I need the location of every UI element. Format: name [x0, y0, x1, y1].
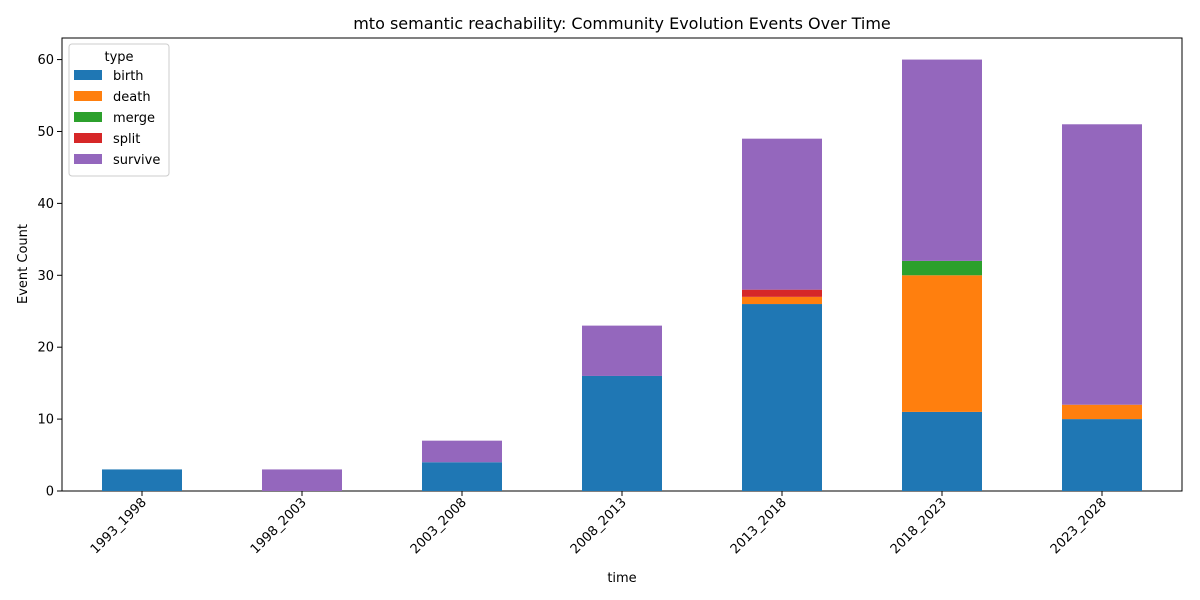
x-tick-label-2008_2013: 2008_2013: [568, 495, 630, 557]
x-tick-label-2003_2008: 2003_2008: [408, 495, 470, 557]
bars-group: [102, 59, 1142, 491]
chart-title: mto semantic reachability: Community Evo…: [353, 14, 891, 33]
x-tick-label-1998_2003: 1998_2003: [248, 495, 310, 557]
bar-death-2013_2018: [742, 296, 822, 305]
legend-label-survive: survive: [113, 153, 160, 168]
x-tick-label-2023_2028: 2023_2028: [1048, 495, 1110, 557]
bar-birth-2008_2013: [582, 375, 662, 491]
legend-swatch-survive: [74, 154, 102, 164]
x-tick-label-1993_1998: 1993_1998: [88, 495, 150, 557]
y-tick-label-20: 20: [37, 341, 54, 356]
legend: type birth death merge split survive: [68, 43, 170, 177]
bar-survive-1998_2003: [262, 469, 342, 491]
legend-label-death: death: [113, 90, 151, 105]
bar-survive-2008_2013: [582, 325, 662, 376]
bar-survive-2003_2008: [422, 440, 502, 463]
bar-split-2013_2018: [742, 289, 822, 297]
legend-title: type: [104, 50, 133, 65]
y-tick-label-0: 0: [46, 485, 54, 500]
bar-death-2023_2028: [1062, 404, 1142, 420]
legend-swatch-split: [74, 133, 102, 143]
y-axis: 0 10 20 30 40 50 60: [37, 53, 62, 500]
bar-birth-2003_2008: [422, 462, 502, 491]
legend-swatch-merge: [74, 112, 102, 122]
y-axis-label: Event Count: [16, 224, 31, 304]
legend-label-split: split: [113, 132, 140, 147]
y-tick-label-30: 30: [37, 269, 54, 284]
y-tick-label-10: 10: [37, 413, 54, 428]
bar-survive-2013_2018: [742, 138, 822, 290]
bar-birth-1993_1998: [102, 469, 182, 491]
legend-swatch-birth: [74, 70, 102, 80]
bar-birth-2013_2018: [742, 304, 822, 491]
legend-label-birth: birth: [113, 69, 144, 84]
x-axis-label: time: [607, 571, 636, 586]
bar-birth-2023_2028: [1062, 419, 1142, 491]
bar-death-2018_2023: [902, 275, 982, 412]
y-tick-label-40: 40: [37, 197, 54, 212]
x-tick-label-2013_2018: 2013_2018: [728, 495, 790, 557]
bar-survive-2018_2023: [902, 59, 982, 261]
bar-survive-2023_2028: [1062, 124, 1142, 405]
bar-merge-2018_2023: [902, 260, 982, 276]
x-tick-label-2018_2023: 2018_2023: [888, 495, 950, 557]
legend-label-merge: merge: [113, 111, 155, 126]
legend-swatch-death: [74, 91, 102, 101]
y-tick-label-50: 50: [37, 125, 54, 140]
bar-birth-2018_2023: [902, 411, 982, 491]
y-tick-label-60: 60: [37, 53, 54, 68]
legend-items: birth death merge split survive: [74, 69, 160, 168]
x-axis: 1993_1998 1998_2003 2003_2008 2008_2013 2013…: [88, 491, 1110, 557]
